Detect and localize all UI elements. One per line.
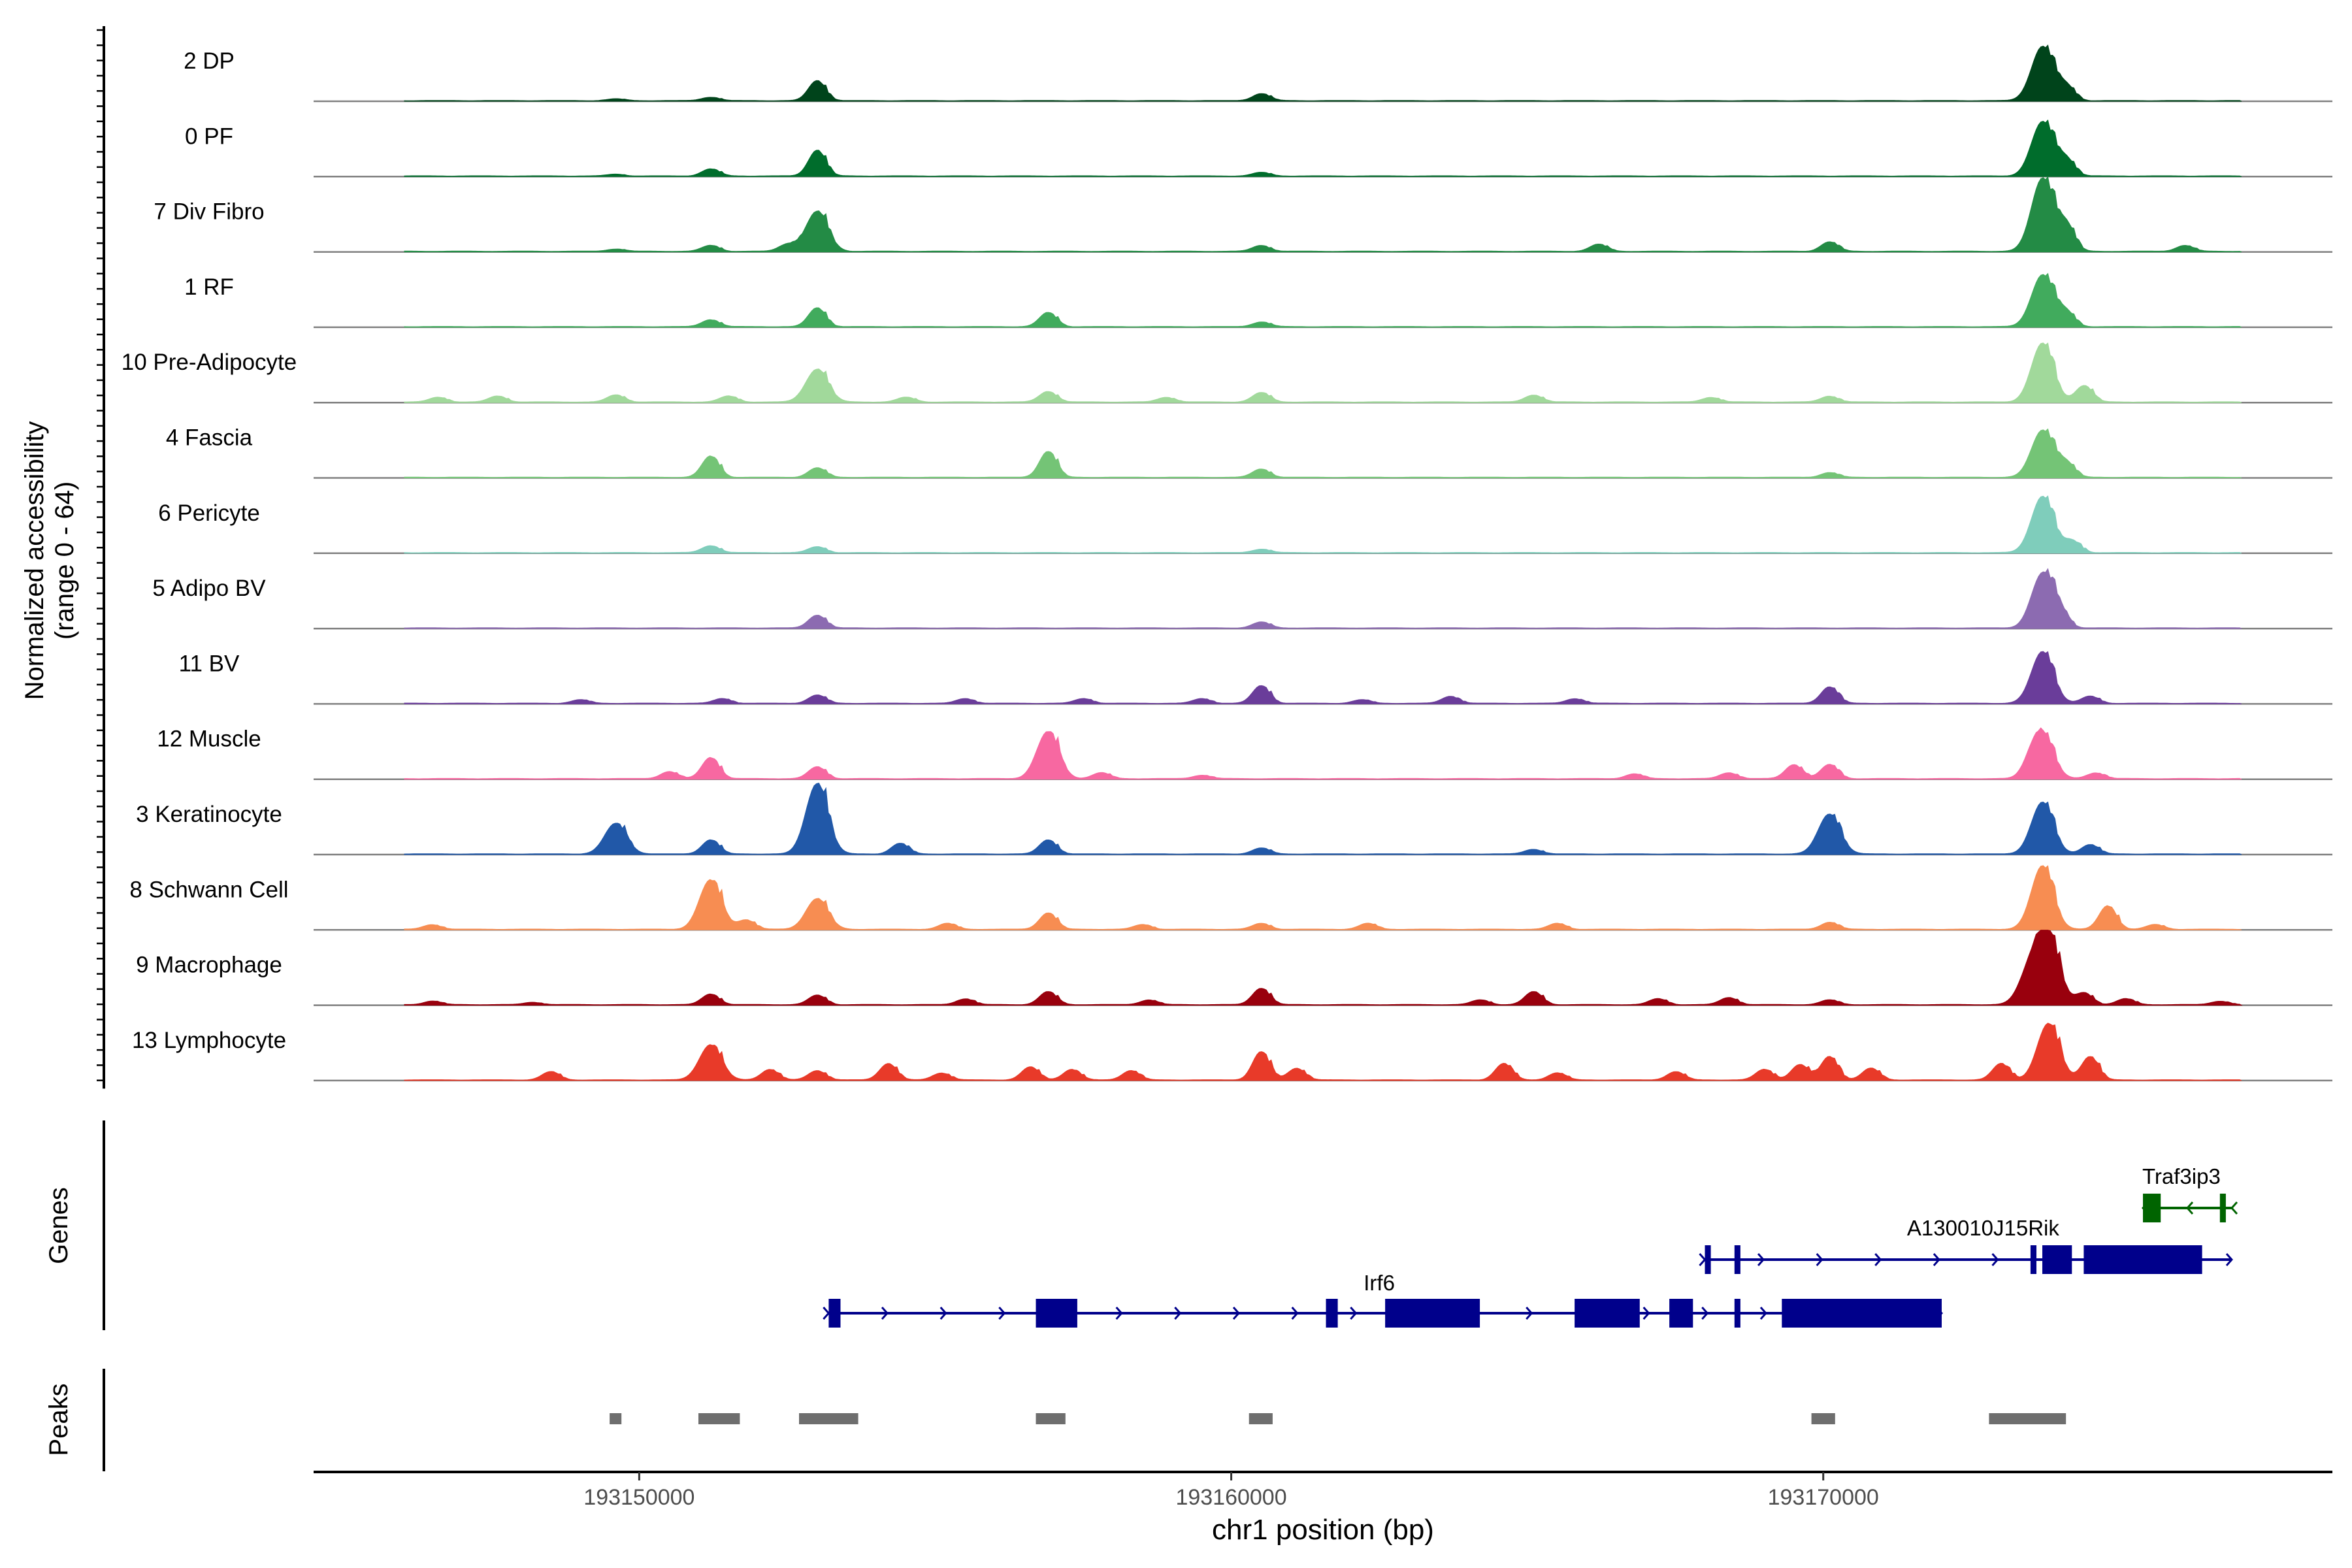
peak-region [698, 1413, 740, 1424]
strand-arrow [1991, 1253, 1999, 1266]
gene-exon [2030, 1245, 2036, 1274]
gene-exon [2042, 1245, 2072, 1274]
gene-traf3ip3: Traf3ip3 [2142, 1164, 2238, 1222]
gene-exon [1669, 1299, 1693, 1328]
peak-region [1036, 1413, 1066, 1424]
gene-exon [828, 1299, 841, 1328]
x-tick-label: 193160000 [1175, 1485, 1286, 1510]
coverage-5-adipo-bv [404, 568, 2242, 629]
coverage-0-pf [404, 119, 2242, 177]
coverage-13-lymphocyte [404, 1022, 2242, 1081]
gene-label-traf3ip3: Traf3ip3 [2142, 1164, 2221, 1188]
gene-exon [2083, 1245, 2202, 1274]
strand-arrow [1291, 1307, 1299, 1320]
x-axis-label: chr1 position (bp) [1212, 1514, 1434, 1546]
strand-arrow [939, 1307, 947, 1320]
gene-exon [2219, 1194, 2226, 1222]
strand-arrow [2185, 1201, 2194, 1215]
x-axis: 193150000 193160000 193170000 chr1 positio… [314, 1471, 2332, 1546]
x-ticks: 193150000 193160000 193170000 [583, 1472, 1879, 1510]
strand-arrow [1816, 1253, 1823, 1266]
strand-arrow [881, 1307, 889, 1320]
strand-arrow [1115, 1307, 1123, 1320]
gene-label-a130010j15rik: A130010J15Rik [1907, 1216, 2059, 1240]
track-labels: 2 DP 0 PF 7 Div Fibro 1 RF 10 Pre-Adipocyte 4… [122, 48, 297, 1053]
gene-exon [1782, 1299, 1942, 1328]
track-label-6-pericyte: 6 Pericyte [158, 500, 260, 526]
track-label-4-fascia: 4 Fascia [166, 425, 253, 451]
strand-arrow [1701, 1307, 1709, 1320]
gene-exon [2143, 1194, 2161, 1222]
y-axis-label-line2: (range 0 - 64) [50, 482, 79, 640]
track-label-5-adipo-bv: 5 Adipo BV [152, 576, 266, 601]
y-axis [97, 26, 105, 1089]
gene-exon [1385, 1299, 1480, 1328]
strand-arrow [1350, 1307, 1358, 1320]
track-label-1-rf: 1 RF [184, 274, 234, 300]
strand-arrow [1232, 1307, 1240, 1320]
track-label-13-lymphocyte: 13 Lymphocyte [132, 1028, 286, 1053]
gene-exon [1036, 1299, 1077, 1328]
gene-exon [1705, 1245, 1711, 1274]
genes-panel-label: Genes [44, 1187, 73, 1264]
peak-region [1989, 1413, 2066, 1424]
peak-region [799, 1413, 858, 1424]
strand-arrow [1874, 1253, 1882, 1266]
coverage-6-pericyte [404, 495, 2242, 554]
coverage-1-rf [404, 272, 2242, 328]
gene-models: Traf3ip3 A130010J15Rik Irf6 [823, 1164, 2238, 1328]
track-label-10-pre-adipocyte: 10 Pre-Adipocyte [122, 350, 297, 375]
coverage-8-schwann-cell [404, 865, 2242, 930]
x-tick-label: 193150000 [583, 1485, 694, 1510]
coverage-9-macrophage [404, 930, 2243, 1006]
peak-region [1249, 1413, 1273, 1424]
gene-exon [1734, 1299, 1740, 1328]
strand-arrow [1933, 1253, 1940, 1266]
gene-irf6: Irf6 [823, 1271, 1943, 1328]
coverage-12-muscle [404, 727, 2242, 780]
track-label-2-dp: 2 DP [184, 48, 235, 74]
track-label-11-bv: 11 BV [179, 651, 240, 676]
coverage-4-fascia [404, 428, 2242, 478]
peak-region [610, 1413, 622, 1424]
coverage-3-keratinocyte [404, 783, 2242, 855]
strand-arrow [998, 1307, 1006, 1320]
track-label-3-keratinocyte: 3 Keratinocyte [136, 802, 282, 827]
gene-a130010j15rik: A130010J15Rik [1699, 1216, 2233, 1274]
peak-bars [610, 1413, 2066, 1424]
coverage-7-div-fibro [404, 176, 2242, 253]
track-label-9-macrophage: 9 Macrophage [136, 953, 282, 978]
strand-arrow [1174, 1307, 1182, 1320]
y-axis-label-line1: Normalized accessibility [20, 421, 49, 700]
peak-region [1811, 1413, 1835, 1424]
gene-label-irf6: Irf6 [1364, 1271, 1395, 1295]
coverage-2-dp [404, 44, 2242, 102]
strand-arrow [823, 1307, 830, 1320]
track-label-0-pf: 0 PF [185, 123, 233, 149]
track-label-8-schwann-cell: 8 Schwann Cell [129, 877, 288, 902]
coverage-11-bv [404, 651, 2242, 704]
strand-arrow [2225, 1253, 2233, 1266]
strand-arrow [1757, 1253, 1765, 1266]
peaks-panel: Peaks [44, 1369, 2066, 1471]
strand-arrow [1642, 1307, 1650, 1320]
track-label-12-muscle: 12 Muscle [157, 727, 261, 752]
x-tick-label: 193170000 [1768, 1485, 1879, 1510]
strand-arrow [2230, 1201, 2238, 1215]
coverage-tracks [314, 44, 2332, 1082]
gene-exon [1575, 1299, 1640, 1328]
genes-panel: Genes Traf3ip3 A130010J15Rik Irf6 [44, 1120, 2238, 1330]
track-label-7-div-fibro: 7 Div Fibro [154, 199, 264, 225]
strand-arrow [1526, 1307, 1533, 1320]
strand-arrow [1759, 1307, 1767, 1320]
gene-exon [1326, 1299, 1338, 1328]
peaks-panel-label: Peaks [44, 1383, 73, 1456]
gene-exon [1734, 1245, 1740, 1274]
coverage-10-pre-adipocyte [404, 342, 2242, 403]
strand-arrow [1699, 1253, 1707, 1266]
